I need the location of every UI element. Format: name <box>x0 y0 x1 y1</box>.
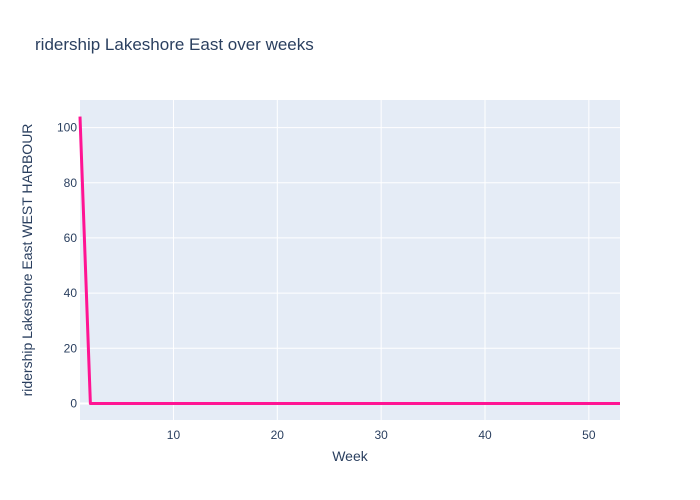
y-tick-label: 40 <box>64 286 78 300</box>
y-tick-label: 20 <box>64 341 78 355</box>
tick-labels: 10 20 30 40 50 0 20 40 60 80 100 <box>57 121 596 442</box>
x-tick-label: 40 <box>478 428 492 442</box>
series-line <box>78 116 620 405</box>
x-tick-label: 50 <box>582 428 596 442</box>
y-tick-label: 80 <box>64 176 78 190</box>
plot-area <box>80 100 620 420</box>
x-axis-label: Week <box>332 448 369 464</box>
series-layer <box>78 116 620 405</box>
y-tick-label: 100 <box>57 121 77 135</box>
chart-title: ridership Lakeshore East over weeks <box>35 35 314 54</box>
y-tick-label: 0 <box>70 396 77 410</box>
x-tick-label: 20 <box>271 428 285 442</box>
x-tick-label: 30 <box>374 428 388 442</box>
y-tick-label: 60 <box>64 231 78 245</box>
y-axis-label: ridership Lakeshore East WEST HARBOUR <box>19 124 35 397</box>
x-tick-label: 10 <box>167 428 181 442</box>
